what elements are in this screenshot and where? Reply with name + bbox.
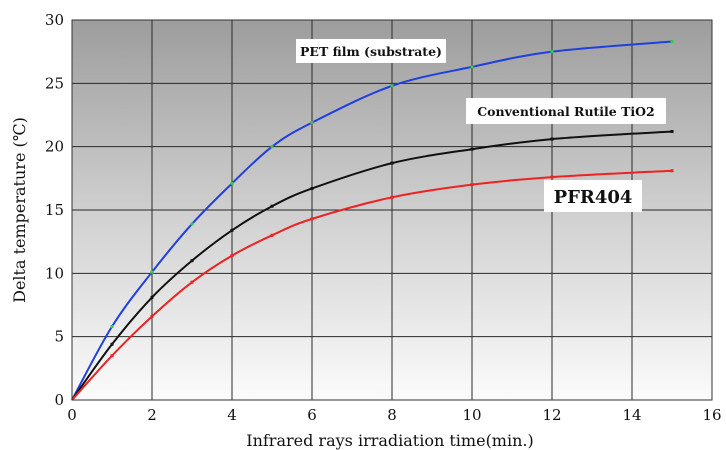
data-point-pet-film xyxy=(271,145,274,148)
y-tick-label: 5 xyxy=(54,328,64,346)
data-point-rutile-tio2 xyxy=(231,229,234,232)
x-tick-label: 12 xyxy=(542,406,561,424)
data-point-pet-film xyxy=(111,325,114,328)
data-point-rutile-tio2 xyxy=(391,162,394,165)
data-point-pet-film xyxy=(671,40,674,43)
x-tick-label: 4 xyxy=(227,406,237,424)
y-tick-label: 10 xyxy=(45,264,64,282)
data-point-pet-film xyxy=(311,121,314,124)
x-tick-label: 2 xyxy=(147,406,157,424)
data-point-pfr404 xyxy=(551,176,554,179)
y-tick-label: 25 xyxy=(45,74,64,92)
y-tick-label: 0 xyxy=(54,391,64,409)
annotation-pfr: PFR404 xyxy=(554,187,633,208)
data-point-rutile-tio2 xyxy=(151,296,154,299)
y-tick-label: 30 xyxy=(45,11,64,29)
data-point-rutile-tio2 xyxy=(311,187,314,190)
data-point-pfr404 xyxy=(191,281,194,284)
data-point-rutile-tio2 xyxy=(471,148,474,151)
annotation-tio2: Conventional Rutile TiO2 xyxy=(477,104,655,119)
data-point-pfr404 xyxy=(151,315,154,318)
x-tick-label: 16 xyxy=(702,406,721,424)
y-axis-title: Delta temperature (℃) xyxy=(10,117,29,303)
y-tick-labels: 0 5 10 15 20 25 30 xyxy=(45,11,64,409)
x-tick-labels: 0 2 4 6 8 10 12 14 16 xyxy=(67,406,721,424)
data-point-pfr404 xyxy=(671,169,674,172)
data-point-pfr404 xyxy=(471,183,474,186)
data-point-rutile-tio2 xyxy=(271,205,274,208)
data-point-rutile-tio2 xyxy=(551,138,554,141)
annotation-pet: PET film (substrate) xyxy=(300,44,442,59)
x-tick-label: 8 xyxy=(387,406,397,424)
x-tick-label: 6 xyxy=(307,406,317,424)
data-point-pet-film xyxy=(191,222,194,225)
data-point-pet-film xyxy=(551,50,554,53)
data-point-pfr404 xyxy=(271,234,274,237)
y-tick-label: 20 xyxy=(45,138,64,156)
data-point-pet-film xyxy=(391,84,394,87)
x-tick-label: 10 xyxy=(462,406,481,424)
data-point-rutile-tio2 xyxy=(191,259,194,262)
y-tick-label: 15 xyxy=(45,201,64,219)
data-point-pfr404 xyxy=(231,254,234,257)
data-point-pet-film xyxy=(471,65,474,68)
x-axis-title: Infrared rays irradiation time(min.) xyxy=(246,431,533,450)
data-point-pfr404 xyxy=(311,217,314,220)
data-point-pet-film xyxy=(231,182,234,185)
data-point-pfr404 xyxy=(111,354,114,357)
data-point-pfr404 xyxy=(391,196,394,199)
data-point-pet-film xyxy=(151,271,154,274)
data-point-rutile-tio2 xyxy=(671,130,674,133)
x-tick-label: 0 xyxy=(67,406,77,424)
data-point-rutile-tio2 xyxy=(111,343,114,346)
x-tick-label: 14 xyxy=(622,406,641,424)
